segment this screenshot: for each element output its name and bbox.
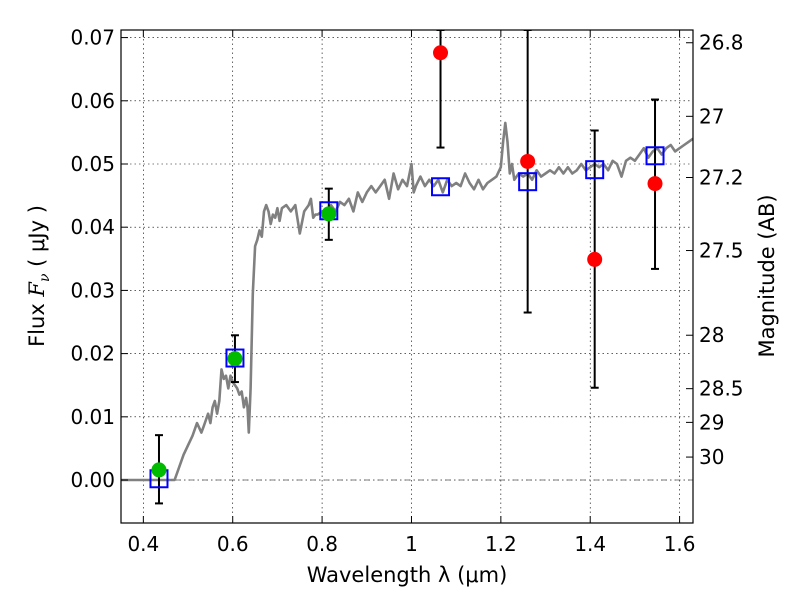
x-tick-label: 0.4 xyxy=(127,532,159,556)
y-tick-label: 0.04 xyxy=(70,215,115,239)
y2-tick-label: 30 xyxy=(699,445,724,469)
detection-point xyxy=(151,462,167,478)
low-significance-point xyxy=(520,153,536,169)
y2-tick-label: 27.5 xyxy=(699,239,744,263)
detection-point xyxy=(321,206,337,222)
model-photometry-square xyxy=(431,177,451,197)
y-tick-label: 0.05 xyxy=(70,152,115,176)
grid xyxy=(121,30,693,523)
x-tick-label: 1.6 xyxy=(664,532,696,556)
y2-tick-label: 27.2 xyxy=(699,166,744,190)
y2-tick-label: 28 xyxy=(699,323,724,347)
y-axis-label-prefix: Flux xyxy=(25,297,49,347)
x-tick-label: 0.8 xyxy=(306,532,338,556)
model-photometry-square xyxy=(585,160,605,180)
x-axis-label: Wavelength λ (μm) xyxy=(307,563,508,587)
model-photometry-square xyxy=(645,146,665,166)
y-tick-label: 0.00 xyxy=(70,468,115,492)
x-tick-label: 0.6 xyxy=(217,532,249,556)
y2-tick-label: 26.8 xyxy=(699,31,744,55)
low-significance-point xyxy=(433,45,449,61)
y-tick-label: 0.01 xyxy=(70,405,115,429)
x-tick-label: 1.4 xyxy=(574,532,606,556)
plot-frame xyxy=(120,29,694,524)
y-axis-label-symbol: F xyxy=(25,281,49,298)
model-sed-line xyxy=(121,121,693,482)
y2-tick-label: 28.5 xyxy=(699,377,744,401)
y-axis-label-units: ( μJy ) xyxy=(25,205,49,273)
model-photometry-square xyxy=(225,348,245,368)
detection-point xyxy=(227,351,243,367)
plot-area xyxy=(121,30,693,505)
x-tick-label: 1.2 xyxy=(485,532,517,556)
y-tick-label: 0.06 xyxy=(70,89,115,113)
y-tick-label: 0.03 xyxy=(70,278,115,302)
y2-axis-label: Magnitude (AB) xyxy=(755,194,779,357)
y2-tick-label: 29 xyxy=(699,410,724,434)
y2-tick-label: 27 xyxy=(699,104,724,128)
y-tick-label: 0.07 xyxy=(70,26,115,50)
x-tick-label: 1 xyxy=(405,532,418,556)
axes: 0.4 0.6 0.8 1 1.2 1.4 1.6 0.00 0.01 0.02 0.03 0.04 0… xyxy=(70,26,743,556)
y-tick-label: 0.02 xyxy=(70,342,115,366)
low-significance-point xyxy=(647,176,663,192)
y-axis-label-subscript: ν xyxy=(37,273,53,282)
y-axis-label: Flux Fν ( μJy ) xyxy=(25,205,53,347)
model-photometry-square xyxy=(518,172,538,192)
low-significance-point xyxy=(587,251,603,267)
